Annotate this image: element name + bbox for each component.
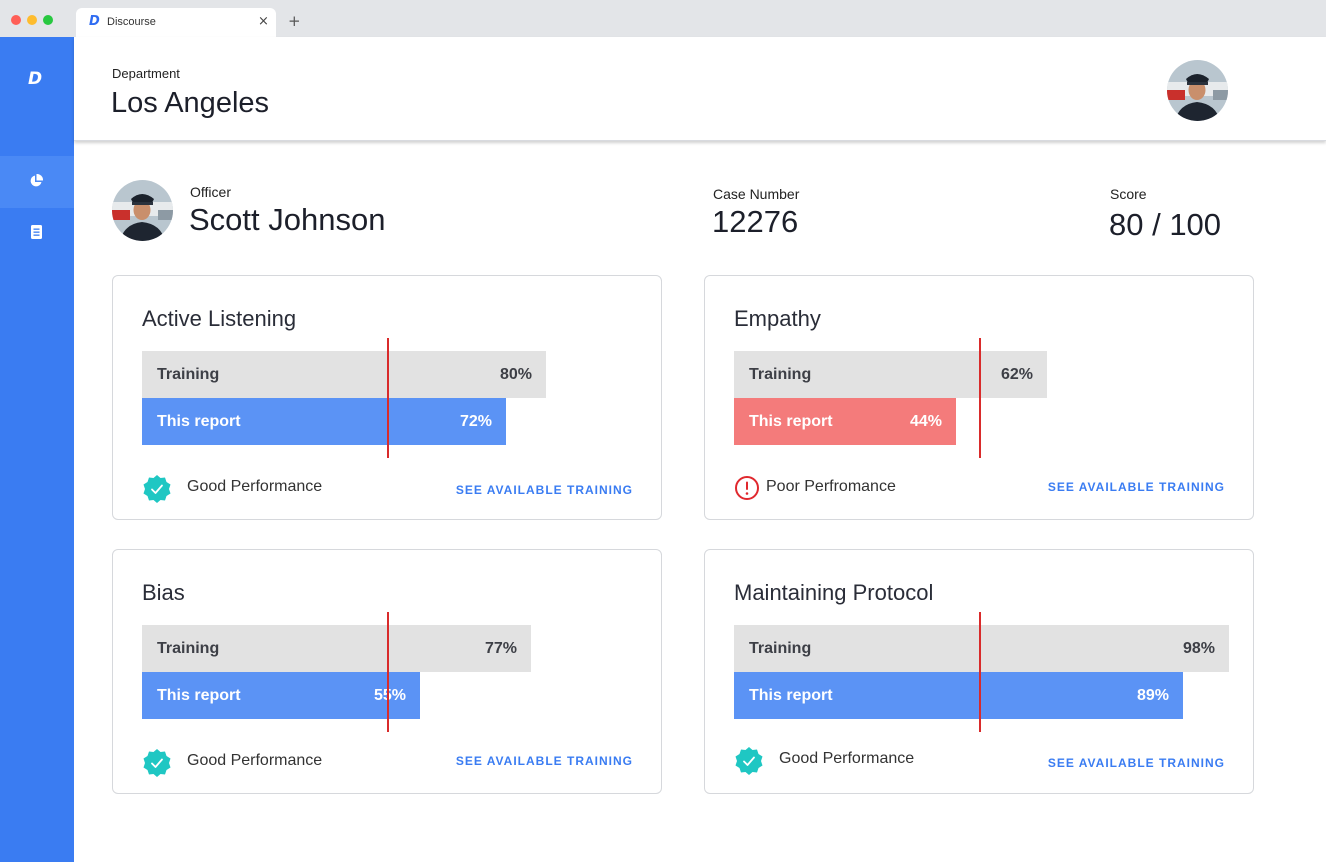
close-window-button[interactable] — [11, 15, 21, 25]
see-available-training-link[interactable]: SEE AVAILABLE TRAINING — [455, 483, 633, 497]
tab-title: Discourse — [107, 16, 156, 28]
case-number: 12276 — [712, 204, 799, 239]
card-empathy: Empathy Training 62% This report 44% Poo… — [704, 275, 1254, 520]
report-bar: This report 89% — [734, 672, 1183, 719]
card-active-listening: Active Listening Training 80% This repor… — [112, 275, 662, 520]
training-value: 80% — [499, 366, 532, 383]
training-bar: Training 98% — [734, 625, 1229, 672]
verified-check-icon — [735, 747, 763, 775]
browser-tab[interactable]: D Discourse × — [76, 8, 276, 37]
report-label: This report — [157, 687, 241, 704]
card-title: Empathy — [734, 306, 821, 331]
pie-chart-icon — [30, 174, 43, 187]
see-available-training-link[interactable]: SEE AVAILABLE TRAINING — [455, 754, 633, 768]
report-bar: This report 72% — [142, 398, 506, 445]
reference-line — [979, 612, 981, 732]
document-icon — [31, 225, 42, 239]
training-bar: Training 80% — [142, 351, 546, 398]
minimize-window-button[interactable] — [27, 15, 37, 25]
alert-icon — [735, 476, 759, 500]
training-value: 77% — [484, 640, 517, 657]
see-available-training-link[interactable]: SEE AVAILABLE TRAINING — [1047, 756, 1225, 770]
case-number-label: Case Number — [713, 186, 800, 202]
training-bar: Training 62% — [734, 351, 1047, 398]
officer-name: Scott Johnson — [189, 202, 386, 237]
report-value: 89% — [1136, 687, 1169, 704]
maximize-window-button[interactable] — [43, 15, 53, 25]
training-bar: Training 77% — [142, 625, 531, 672]
sidebar-item-reports[interactable] — [0, 208, 74, 260]
report-value: 44% — [909, 413, 942, 430]
score-label: Score — [1110, 186, 1147, 202]
app-logo[interactable]: D — [28, 69, 43, 89]
status-text: Poor Perfromance — [766, 478, 896, 495]
report-bar: This report 55% — [142, 672, 420, 719]
status-text: Good Performance — [779, 750, 915, 767]
reference-line — [387, 612, 389, 732]
training-value: 98% — [1182, 640, 1215, 657]
report-bar: This report 44% — [734, 398, 956, 445]
training-label: Training — [749, 640, 812, 657]
report-label: This report — [157, 413, 241, 430]
reference-line — [387, 338, 389, 458]
verified-check-icon — [143, 749, 171, 777]
report-value: 72% — [459, 413, 492, 430]
training-label: Training — [749, 366, 812, 383]
page-header: Department Los Angeles — [74, 37, 1326, 141]
close-tab-icon[interactable]: × — [258, 14, 269, 29]
status-text: Good Performance — [187, 752, 323, 769]
verified-check-icon — [143, 475, 171, 503]
score-value: 80 / 100 — [1109, 207, 1222, 242]
card-title: Maintaining Protocol — [734, 580, 934, 605]
browser-chrome: D Discourse × + — [0, 0, 1326, 37]
user-avatar[interactable] — [1167, 60, 1228, 121]
card-bias: Bias Training 77% This report 55% Good P… — [112, 549, 662, 794]
see-available-training-link[interactable]: SEE AVAILABLE TRAINING — [1047, 480, 1225, 494]
reference-line — [979, 338, 981, 458]
new-tab-icon[interactable]: + — [288, 12, 301, 30]
sidebar-item-dashboard[interactable] — [0, 156, 74, 208]
officer-photo-icon — [1167, 60, 1228, 121]
department-label: Department — [112, 66, 180, 81]
report-value: 55% — [373, 687, 406, 704]
report-label: This report — [749, 413, 833, 430]
report-label: This report — [749, 687, 833, 704]
training-value: 62% — [1000, 366, 1033, 383]
training-label: Training — [157, 640, 220, 657]
training-label: Training — [157, 366, 220, 383]
officer-photo-icon — [112, 180, 173, 241]
card-title: Active Listening — [142, 306, 297, 331]
officer-label: Officer — [190, 184, 231, 200]
officer-avatar — [112, 180, 173, 241]
sidebar: D — [0, 37, 74, 862]
card-title: Bias — [142, 580, 185, 605]
card-maintaining-protocol: Maintaining Protocol Training 98% This r… — [704, 549, 1254, 794]
department-name: Los Angeles — [111, 87, 270, 119]
status-text: Good Performance — [187, 478, 323, 495]
discourse-logo-icon: D — [89, 14, 100, 29]
